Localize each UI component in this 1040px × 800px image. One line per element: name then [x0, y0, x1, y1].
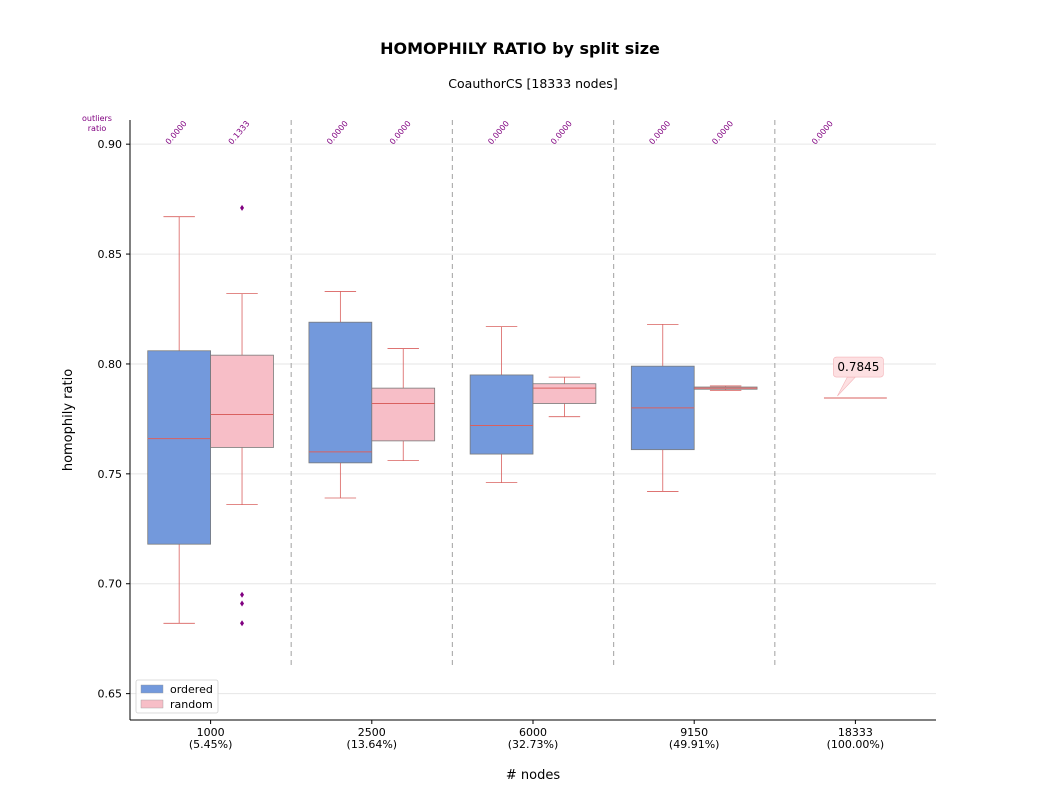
- chart-title: HOMOPHILY RATIO by split size: [380, 39, 660, 58]
- outlier-point: [240, 620, 245, 627]
- outlier-ratio-label: 0.0000: [647, 119, 672, 146]
- outlier-ratio-label: 0.1333: [227, 119, 252, 146]
- y-tick-label: 0.70: [98, 578, 123, 591]
- outliers-header-line1: outliers: [82, 114, 112, 123]
- x-tick-pct: (32.73%): [508, 738, 559, 751]
- y-tick-label: 0.65: [98, 688, 123, 701]
- x-tick-pct: (49.91%): [669, 738, 720, 751]
- x-axis-label: # nodes: [506, 768, 560, 783]
- full-graph-annotation: 0.7845: [823, 356, 887, 399]
- boxes: [147, 204, 758, 627]
- x-tick-label: 2500: [358, 726, 386, 739]
- legend: ordered random: [135, 679, 219, 714]
- x-tick-label: 1000: [197, 726, 225, 739]
- iqr-box: [371, 387, 436, 442]
- random-box-6000: [532, 376, 597, 418]
- outlier-ratio-label: 0.0000: [388, 119, 413, 146]
- y-tick-label: 0.80: [98, 358, 123, 371]
- iqr-box: [532, 383, 597, 404]
- iqr-box: [469, 374, 534, 455]
- y-axis-label: homophily ratio: [61, 369, 76, 471]
- outlier-ratio-labels: 0.0000 0.0000 0.0000 0.0000 0.1333 0.0000 0.00…: [164, 119, 835, 146]
- y-tick-label: 0.90: [98, 138, 123, 151]
- ordered-box-1000: [147, 216, 211, 624]
- chart-subtitle: CoauthorCS [18333 nodes]: [448, 76, 617, 91]
- ordered-box-2500: [308, 291, 373, 499]
- legend-label-ordered: ordered: [170, 683, 213, 696]
- outlier-ratio-label: 0.0000: [710, 119, 735, 146]
- x-tick-label: 18333: [838, 726, 873, 739]
- iqr-box: [308, 321, 373, 464]
- y-tick-label: 0.75: [98, 468, 123, 481]
- ordered-box-9150: [630, 323, 695, 492]
- outlier-ratio-label: 0.0000: [810, 119, 835, 146]
- outlier-ratio-label: 0.0000: [486, 119, 511, 146]
- legend-label-random: random: [170, 698, 213, 711]
- annotation-box: [833, 356, 884, 378]
- iqr-box: [210, 354, 274, 448]
- outliers-ratio-header: outliers ratio: [82, 114, 112, 133]
- legend-swatch-ordered: [140, 684, 164, 694]
- outlier-ratio-label: 0.0000: [325, 119, 350, 146]
- annotation-pointer: [837, 376, 857, 397]
- random-box-2500: [371, 348, 436, 462]
- y-tick-label: 0.85: [98, 248, 123, 261]
- outlier-point: [240, 600, 245, 607]
- outlier-ratio-label: 0.0000: [164, 119, 189, 146]
- legend-swatch-random: [140, 699, 164, 709]
- annotation-value: 0.7845: [837, 360, 879, 374]
- axes: 0.650.700.750.800.850.901000(5.45%)2500(…: [98, 120, 936, 751]
- outliers-header-line2: ratio: [88, 124, 107, 133]
- x-tick-pct: (5.45%): [189, 738, 233, 751]
- ordered-box-6000: [469, 326, 534, 484]
- outlier-point: [240, 204, 245, 211]
- random-box-9150: [693, 385, 758, 391]
- outlier-point: [240, 591, 245, 598]
- x-tick-pct: (100.00%): [827, 738, 885, 751]
- x-tick-pct: (13.64%): [347, 738, 398, 751]
- group-separators: [290, 120, 776, 666]
- random-box-1000: [210, 204, 274, 627]
- x-tick-label: 9150: [680, 726, 708, 739]
- x-tick-label: 6000: [519, 726, 547, 739]
- iqr-box: [147, 350, 211, 545]
- outlier-ratio-label: 0.0000: [549, 119, 574, 146]
